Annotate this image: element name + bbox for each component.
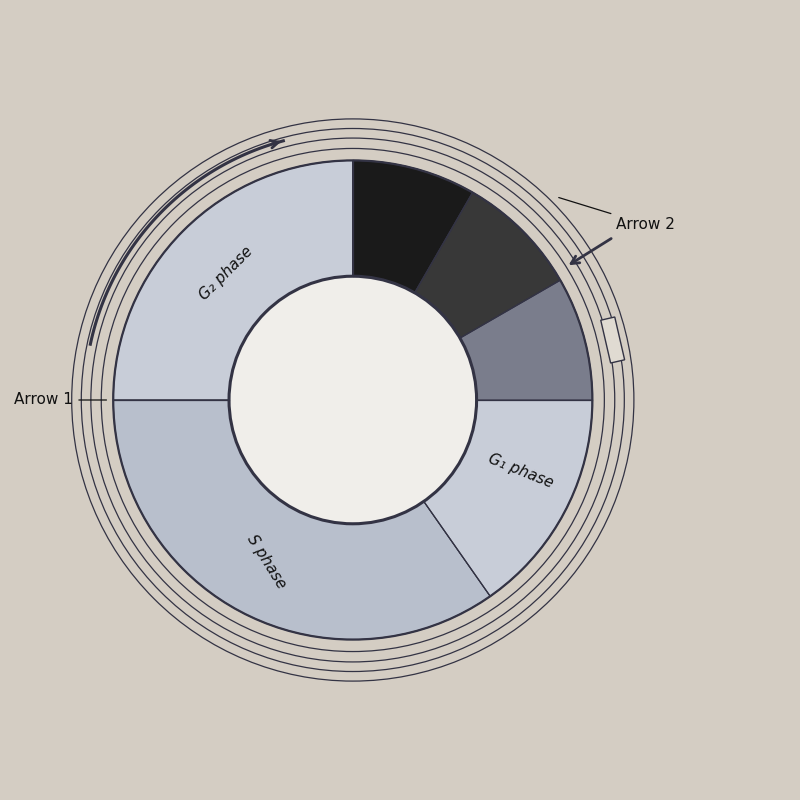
Wedge shape <box>353 161 473 293</box>
Bar <box>601 317 625 363</box>
Text: G₂ phase: G₂ phase <box>196 243 255 302</box>
Wedge shape <box>460 280 592 400</box>
Wedge shape <box>114 400 490 639</box>
Text: S phase: S phase <box>244 533 289 592</box>
Wedge shape <box>414 193 560 338</box>
Wedge shape <box>114 161 353 400</box>
Text: Arrow 2: Arrow 2 <box>558 198 675 232</box>
Circle shape <box>229 276 477 524</box>
Text: Arrow 1: Arrow 1 <box>14 393 106 407</box>
Text: G₁ phase: G₁ phase <box>486 451 555 491</box>
Wedge shape <box>353 161 592 596</box>
